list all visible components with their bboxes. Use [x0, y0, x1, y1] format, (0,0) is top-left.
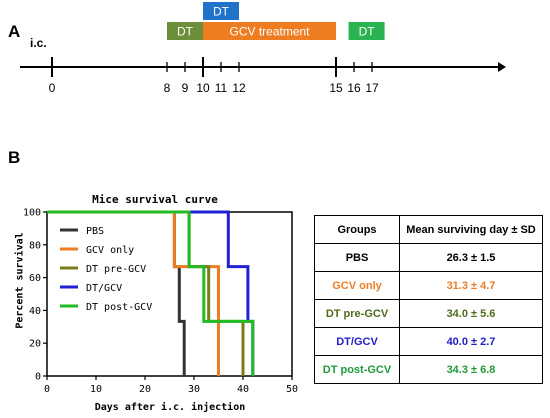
y-tick-label: 20: [29, 339, 41, 350]
mean-cell: 34.0 ± 5.6: [399, 299, 543, 328]
series-line: [47, 210, 255, 376]
treatment-bar: [167, 22, 203, 40]
survival-stats-table: Groups Mean surviving day ± SD PBS 26.3 ±…: [314, 215, 543, 384]
y-tick-label: 100: [23, 208, 41, 219]
treatment-bar: [348, 22, 385, 40]
timeline-tick-label: 15: [329, 81, 343, 95]
table-row: DT/GCV 40.0 ± 2.7: [314, 327, 543, 356]
legend-label: DT/GCV: [86, 283, 122, 294]
treatment-bar-label: DT: [177, 25, 194, 39]
x-tick-label: 50: [286, 384, 298, 395]
table-row: DT pre-GCV 34.0 ± 5.6: [314, 299, 543, 328]
group-cell: GCV only: [314, 271, 400, 300]
y-tick-label: 60: [29, 273, 41, 284]
treatment-bar-label: DT: [359, 25, 376, 39]
y-axis-label: Percent survival: [14, 232, 26, 329]
y-tick-label: 40: [29, 306, 41, 317]
mean-cell: 34.3 ± 6.8: [399, 355, 543, 384]
table-row: PBS 26.3 ± 1.5: [314, 243, 543, 272]
table-header-mean: Mean surviving day ± SD: [399, 215, 543, 244]
series-line: [47, 210, 255, 376]
timeline-tick-label: 10: [196, 81, 210, 95]
x-tick-label: 40: [237, 384, 249, 395]
timeline-tick-label: 12: [232, 81, 246, 95]
mean-cell: 31.3 ± 4.7: [399, 271, 543, 300]
table-row: DT post-GCV 34.3 ± 6.8: [314, 355, 543, 384]
series-line: [47, 210, 245, 376]
timeline-tick-label: 11: [215, 81, 228, 95]
group-cell: DT/GCV: [314, 327, 400, 356]
legend-label: GCV only: [86, 245, 134, 256]
treatment-bar: [203, 2, 239, 20]
injection-label: i.c.: [30, 36, 47, 50]
treatment-bar-label: DT: [213, 5, 230, 19]
x-tick-label: 10: [90, 384, 102, 395]
table-row: GCV only 31.3 ± 4.7: [314, 271, 543, 300]
legend-label: DT post-GCV: [86, 302, 152, 313]
x-tick-label: 20: [139, 384, 151, 395]
chart-title: Mice survival curve: [92, 193, 218, 206]
x-tick-label: 30: [188, 384, 200, 395]
table-header-groups: Groups: [314, 215, 400, 244]
timeline-tick-label: 0: [49, 81, 56, 95]
panel-b-label: B: [8, 148, 21, 167]
x-tick-label: 0: [44, 384, 50, 395]
panel-a-label: A: [8, 22, 21, 41]
x-axis-label: Days after i.c. injection: [94, 402, 246, 413]
timeline-tick-label: 8: [164, 81, 171, 95]
timeline-tick-label: 16: [347, 81, 361, 95]
table-header-row: Groups Mean surviving day ± SD: [314, 215, 543, 244]
treatment-bar-label: GCV treatment: [229, 25, 310, 39]
group-cell: DT pre-GCV: [314, 299, 400, 328]
timeline-arrowhead: [498, 62, 506, 72]
plot-frame: [46, 211, 293, 377]
group-cell: PBS: [314, 243, 400, 272]
series-line: [47, 210, 186, 376]
legend-label: PBS: [86, 226, 104, 237]
series-line: [47, 210, 220, 376]
treatment-bar: [203, 22, 336, 40]
legend-label: DT pre-GCV: [86, 264, 146, 275]
mean-cell: 26.3 ± 1.5: [399, 243, 543, 272]
timeline-tick-label: 17: [365, 81, 379, 95]
group-cell: DT post-GCV: [314, 355, 400, 384]
y-tick-label: 80: [29, 240, 41, 251]
timeline-tick-label: 9: [182, 81, 189, 95]
mean-cell: 40.0 ± 2.7: [399, 327, 543, 356]
y-tick-label: 0: [35, 372, 41, 383]
